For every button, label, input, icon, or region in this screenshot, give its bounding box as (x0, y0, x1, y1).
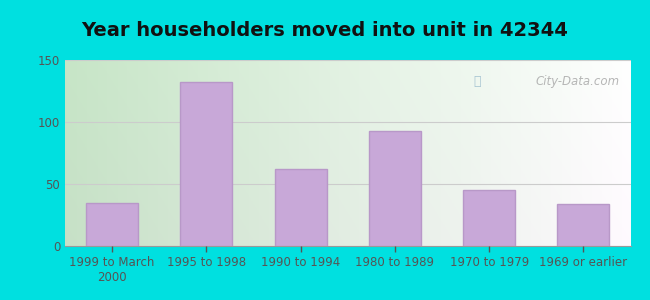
Bar (463, 190, 515, 246)
Bar (558, 204, 609, 246)
Text: Year householders moved into unit in 42344: Year householders moved into unit in 423… (81, 21, 569, 40)
Text: ⓘ: ⓘ (473, 75, 480, 88)
Bar (275, 169, 326, 246)
Text: City-Data.com: City-Data.com (535, 75, 619, 88)
Bar (181, 82, 232, 246)
Bar (369, 131, 421, 246)
Bar (86, 202, 138, 246)
